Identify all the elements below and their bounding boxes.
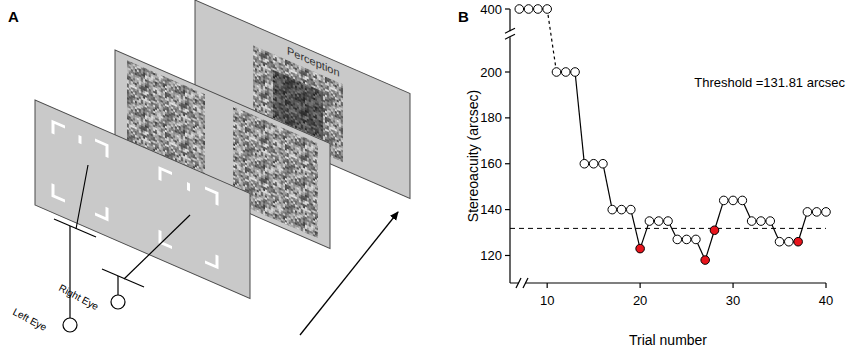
y-tick-label: 400	[480, 2, 502, 17]
panel-b: B 10 20 30 40 120 140 160 180 200 400 Trial number S…	[458, 2, 845, 349]
fusion-frame	[160, 168, 217, 267]
y-tick-label: 160	[480, 156, 502, 171]
axes	[505, 9, 826, 288]
y-tick-label: 200	[480, 65, 502, 80]
series-markers	[515, 5, 830, 265]
left-eye	[63, 318, 77, 332]
data-point	[729, 196, 738, 205]
y-tick-label: 180	[480, 110, 502, 125]
ticks: 10 20 30 40 120 140 160 180 200 400	[480, 2, 833, 309]
data-point	[775, 237, 784, 246]
panel-a: A Perception Left Eye Right Eye	[8, 0, 410, 335]
x-tick	[825, 283, 826, 288]
threshold-label: Threshold =131.81 arcsec	[694, 75, 845, 90]
y-axis-label: Stereoacuity (arcsec)	[465, 90, 481, 222]
lens-bar	[54, 219, 96, 237]
sight-line	[117, 276, 118, 295]
line-segment	[575, 72, 584, 164]
data-point	[524, 5, 533, 14]
series-line	[519, 9, 826, 260]
x-tick	[732, 283, 733, 288]
x-axis	[510, 282, 826, 283]
depth-arrow	[300, 212, 398, 335]
x-axis-break	[523, 278, 528, 288]
right-eye	[111, 295, 125, 309]
left-eye-label: Left Eye	[11, 306, 49, 333]
line-segment	[603, 164, 612, 210]
lens-bar	[102, 269, 144, 287]
x-tick-label: 40	[819, 293, 833, 308]
line-segment	[631, 210, 640, 249]
data-point	[682, 235, 691, 244]
data-point	[654, 217, 663, 226]
data-point	[719, 196, 728, 205]
data-point	[692, 235, 701, 244]
perception-label: Perception	[287, 44, 340, 78]
data-point	[571, 68, 580, 77]
y-tick	[505, 8, 510, 9]
fusion-panel	[35, 100, 250, 298]
data-point	[580, 159, 589, 168]
threshold-line	[510, 228, 826, 229]
y-axis	[509, 9, 510, 283]
data-point	[561, 68, 570, 77]
data-point	[534, 5, 543, 14]
screen	[35, 100, 250, 298]
y-tick	[505, 209, 510, 210]
right-eye-label: Right Eye	[57, 282, 101, 312]
data-point	[822, 208, 831, 217]
panel-label: A	[8, 8, 19, 25]
background	[0, 0, 856, 355]
x-tick	[640, 283, 641, 288]
data-point	[645, 217, 654, 226]
y-tick-label: 140	[480, 202, 502, 217]
data-point	[543, 5, 552, 14]
eyes	[54, 165, 190, 332]
data-point	[803, 208, 812, 217]
data-point	[757, 217, 766, 226]
data-point	[627, 205, 636, 214]
data-point	[636, 244, 645, 253]
data-point	[701, 256, 710, 265]
data-point	[785, 237, 794, 246]
x-axis-break	[516, 278, 521, 288]
y-tick	[505, 71, 510, 72]
sight-line	[124, 215, 190, 279]
data-point	[552, 68, 561, 77]
data-point	[794, 237, 803, 246]
x-tick	[547, 283, 548, 288]
y-axis-break	[505, 34, 515, 39]
figure: A Perception Left Eye Right Eye B 10 20 30 40 120…	[0, 0, 856, 355]
y-axis-break	[505, 28, 515, 33]
data-point	[599, 159, 608, 168]
x-tick-label: 30	[726, 293, 740, 308]
sight-line	[76, 165, 88, 229]
sight-line	[69, 226, 70, 318]
x-axis-label: Trial number	[629, 332, 707, 348]
plot-area	[510, 5, 830, 265]
panel-label: B	[458, 8, 469, 25]
line-segment	[547, 9, 556, 72]
data-point	[664, 217, 673, 226]
data-point	[747, 217, 756, 226]
data-point	[673, 235, 682, 244]
y-tick	[505, 163, 510, 164]
y-tick	[505, 117, 510, 118]
data-point	[589, 159, 598, 168]
data-point	[617, 205, 626, 214]
data-point	[766, 217, 775, 226]
data-point	[710, 226, 719, 235]
data-point	[515, 5, 524, 14]
data-point	[738, 196, 747, 205]
y-tick	[505, 255, 510, 256]
data-point	[812, 208, 821, 217]
x-tick-label: 20	[633, 293, 647, 308]
x-tick-label: 10	[540, 293, 554, 308]
y-tick-label: 120	[480, 248, 502, 263]
data-point	[608, 205, 617, 214]
